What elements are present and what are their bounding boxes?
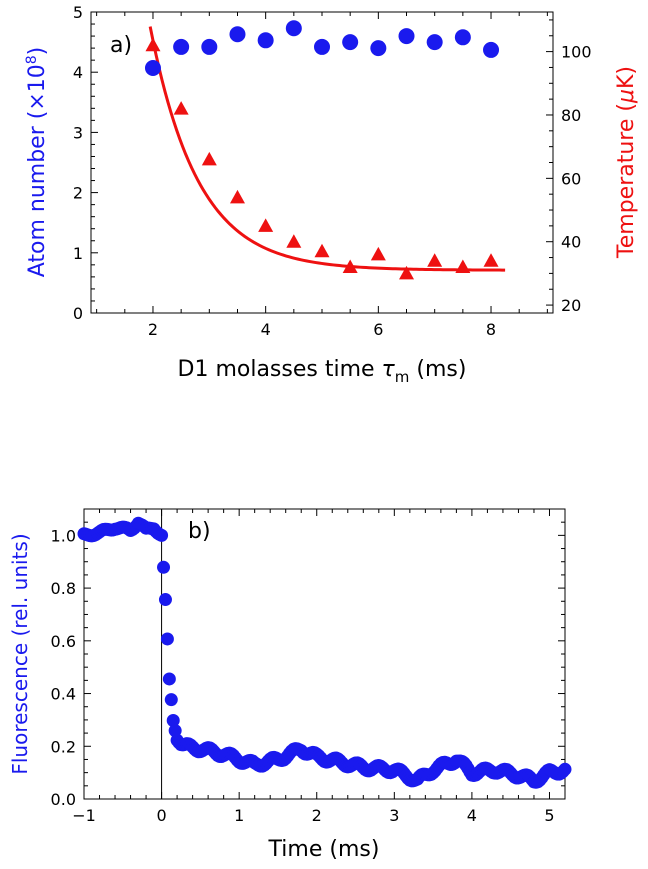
temperature-point [314,243,330,258]
panel-a-fit [148,26,506,272]
panel-a-label: a) [110,33,132,58]
fluorescence-point [166,713,180,727]
panel-a-right-y-tick-label: 100 [561,43,592,62]
fluorescence-point [160,632,174,646]
panel-a-points [144,20,500,280]
panel-a-right-y-tick-label: 60 [561,169,581,188]
fluorescence-point [162,672,176,686]
panel-a-right-axis-label: Temperature (μK) [614,66,639,259]
fluorescence-point [157,560,171,574]
panel-b-ticks: −1 0 1 2 3 4 5 0.0 0.2 0.4 0.6 0.8 1.0 [51,509,565,825]
panel-a-left-y-tick-label: 1 [73,244,83,263]
panel-a-x-axis-label: D1 molasses time τm (ms) [178,357,467,386]
panel-b-y-tick-label: 0.0 [51,790,76,809]
fluorescence-point [168,724,182,738]
atom-number-point [483,41,500,58]
panel-b-x-tick-label: −1 [72,806,96,825]
panel-b-x-tick-label: 3 [389,806,399,825]
panel-b-y-tick-label: 0.6 [51,632,76,651]
panel-b-label: b) [188,519,211,544]
panel-a-left-axis-label: Atom number (×108) [24,47,50,278]
panel-b-y-axis-label: Fluorescence (rel. units) [8,533,32,774]
panel-b-x-tick-label: 1 [234,806,244,825]
fluorescence-point [558,762,572,776]
panel-a-right-y-tick-label: 40 [561,233,581,252]
temperature-point [145,37,161,52]
fluorescence-point [158,593,172,607]
temperature-point [342,259,358,274]
fluorescence-point [164,693,178,707]
temperature-point [229,189,245,204]
panel-b-y-tick-label: 0.8 [51,579,76,598]
panel-a-left-y-tick-label: 3 [73,123,83,142]
panel-a-x-tick-label: 4 [261,320,271,339]
panel-a-x-tick-label: 2 [148,320,158,339]
panel-a-x-tick-label: 6 [373,320,383,339]
panel-b-x-tick-label: 0 [156,806,166,825]
atom-number-point [370,40,387,57]
atom-number-point [173,38,190,55]
panel-b-x-tick-label: 4 [467,806,477,825]
temperature-point [427,253,443,267]
atom-number-point [426,34,443,51]
temperature-point [286,234,302,248]
atom-number-point [342,34,359,51]
panel-a-left-y-tick-label: 5 [73,3,83,22]
panel-b-y-tick-label: 1.0 [51,526,76,545]
temperature-point [258,218,274,232]
atom-number-point [229,26,246,43]
panel-b-x-axis-label: Time (ms) [268,837,380,862]
temperature-point [201,151,217,166]
panel-b-points [77,516,572,789]
panel-b: −1 0 1 2 3 4 50.00.20.40.60.81.0 b) Time (ms) … [8,508,572,862]
atom-number-point [257,32,274,49]
panel-a-right-y-tick-label: 20 [561,296,581,315]
temperature-point [173,101,189,115]
temperature-point [399,265,415,280]
atom-number-point [201,38,218,55]
atom-number-point [314,38,330,55]
panel-b-y-tick-label: 0.4 [51,685,76,704]
panel-a-frame [90,11,554,314]
panel-b-x-tick-label: 5 [544,806,554,825]
temperature-point [455,259,471,274]
panel-a-left-y-tick-label: 2 [73,184,83,203]
fluorescence-point [155,528,169,542]
atom-number-point [144,59,161,76]
panel-b-x-tick-label: 2 [312,806,322,825]
atom-number-point [285,20,302,37]
panel-a-left-y-tick-label: 0 [73,304,83,323]
panel-a-fit-curve [148,26,506,272]
panel-a-x-tick-label: 8 [486,320,496,339]
atom-number-point [398,28,415,45]
atom-number-point [454,29,471,46]
temperature-point [483,253,499,267]
panel-a-left-y-tick-label: 4 [73,63,83,82]
temperature-point [370,246,386,261]
panel-a-right-y-tick-label: 80 [561,106,581,125]
panel-b-y-tick-label: 0.2 [51,737,76,756]
